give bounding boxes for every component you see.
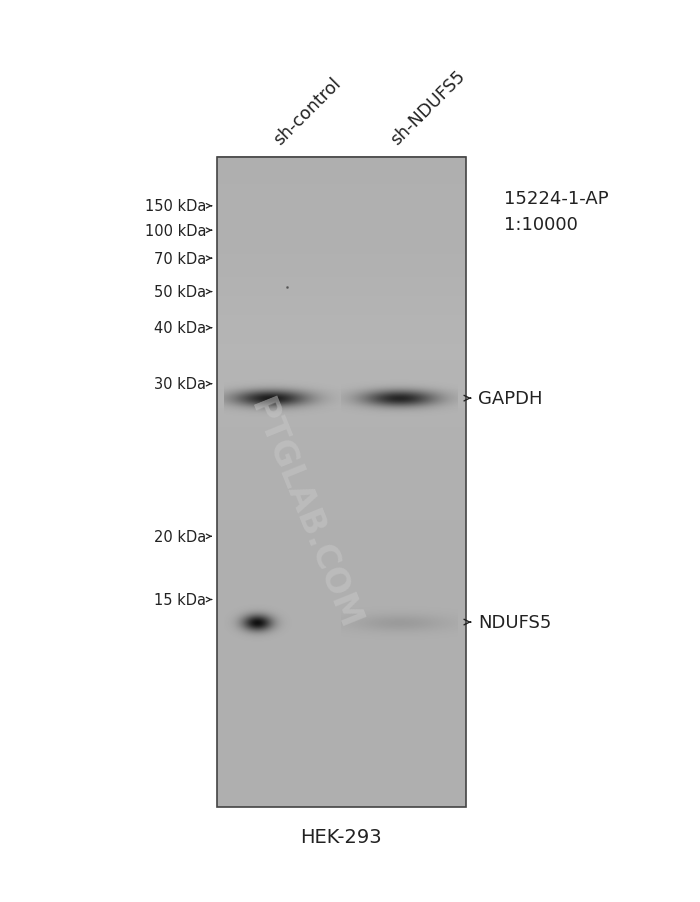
Bar <box>217 158 466 807</box>
Text: GAPDH: GAPDH <box>478 390 542 408</box>
Text: 15224-1-AP
1:10000: 15224-1-AP 1:10000 <box>504 189 608 234</box>
Text: 20 kDa: 20 kDa <box>154 529 206 544</box>
Text: NDUFS5: NDUFS5 <box>478 613 552 631</box>
Text: HEK-293: HEK-293 <box>300 827 382 847</box>
Text: 40 kDa: 40 kDa <box>155 321 206 336</box>
Text: 15 kDa: 15 kDa <box>155 593 206 607</box>
Text: 70 kDa: 70 kDa <box>154 252 206 266</box>
Text: 150 kDa: 150 kDa <box>145 199 206 214</box>
Text: sh-control: sh-control <box>270 75 344 149</box>
Text: 30 kDa: 30 kDa <box>155 377 206 391</box>
Text: 50 kDa: 50 kDa <box>155 285 206 299</box>
Text: sh-NDUFS5: sh-NDUFS5 <box>387 68 468 149</box>
Text: PTGLAB.COM: PTGLAB.COM <box>243 394 366 634</box>
Text: 100 kDa: 100 kDa <box>145 224 206 238</box>
